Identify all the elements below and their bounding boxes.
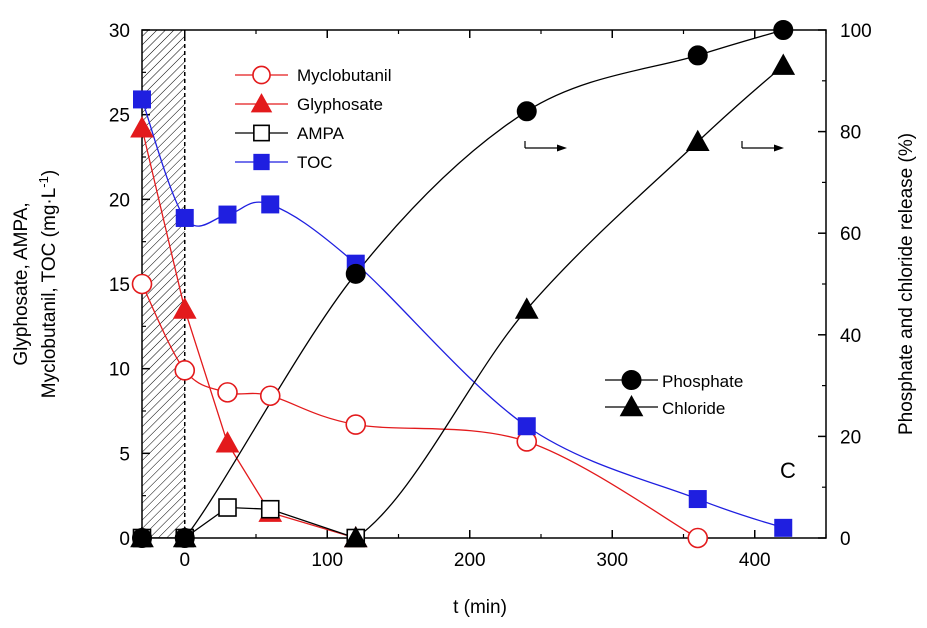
legend-label-phosphate: Phosphate (662, 372, 743, 391)
legend: Myclobutanil Glyphosate AMPA TOC Phosphate Ch… (235, 65, 743, 418)
x-tick-label: 200 (454, 550, 486, 571)
y-left-tick-label: 5 (119, 444, 130, 465)
legend-label-toc: TOC (297, 153, 333, 172)
legend-marker-phosphate (621, 370, 642, 390)
plot-frame (141, 29, 827, 539)
toc-marker (133, 90, 151, 109)
toc-line (142, 99, 784, 529)
x-tick-label: 300 (596, 550, 628, 571)
chloride-marker (514, 297, 539, 319)
chloride-line (142, 65, 784, 538)
y-left-axis-title: Glyphosate, AMPA, (11, 202, 32, 365)
ampa-marker (260, 499, 280, 519)
panel-label: C (780, 458, 796, 483)
y-left-tick-label: 20 (109, 190, 130, 211)
chloride-marker (771, 53, 796, 75)
x-tick-label: 400 (739, 550, 771, 571)
x-tick-label: 0 (179, 550, 190, 571)
axis-arrow-head (557, 144, 567, 152)
phosphate-marker (687, 45, 708, 66)
glyphosate-marker (215, 431, 240, 453)
myclobutanil-marker (174, 360, 196, 381)
phosphate-marker (773, 20, 794, 40)
phosphate-marker (516, 101, 537, 122)
axis-arrows (524, 141, 784, 152)
chloride-marker (343, 525, 368, 548)
phosphate-line (142, 29, 784, 538)
y-left-tick-label: 10 (109, 360, 130, 381)
legend-label-chloride: Chloride (662, 399, 725, 418)
myclobutanil-marker (259, 385, 281, 407)
legend-marker-chloride (619, 394, 644, 417)
y-right-tick-label: 80 (840, 123, 861, 144)
chloride-marker (130, 525, 154, 548)
myclobutanil-marker (217, 382, 238, 403)
y-left-title-main: Myclobutanil, TOC (mg·L (39, 188, 60, 398)
y-left-tick-label: 15 (109, 275, 130, 296)
toc-marker (218, 205, 237, 224)
series-lines (142, 29, 784, 538)
y-right-tick-label: 60 (840, 224, 861, 245)
toc-marker (175, 208, 194, 227)
legend-marker-toc (253, 153, 270, 171)
toc-marker (261, 195, 280, 214)
myclobutanil-marker (345, 414, 367, 435)
y-right-axis-title: Phosphate and chloride release (%) (896, 133, 917, 435)
x-axis-title: t (min) (453, 597, 507, 618)
y-left-tick-label: 0 (119, 529, 130, 550)
chloride-marker (172, 525, 197, 548)
series-markers (130, 20, 796, 549)
x-tick-label: 100 (311, 550, 343, 571)
y-left-tick-label: 30 (109, 21, 130, 42)
legend-label-ampa: AMPA (297, 124, 345, 143)
legend-label-glyphosate: Glyphosate (297, 95, 383, 114)
myclobutanil-marker (687, 527, 709, 549)
y-left-title-line2: Myclobutanil, TOC (mg·L-1) (36, 170, 60, 398)
y-left-axis-title-2: Myclobutanil, TOC (mg·L-1) (36, 170, 60, 398)
y-right-tick-label: 40 (840, 326, 861, 347)
y-left-title-line1: Glyphosate, AMPA, (11, 202, 32, 365)
chloride-marker (685, 129, 710, 152)
y-right-tick-label: 0 (840, 529, 851, 550)
legend-label-myclobutanil: Myclobutanil (297, 66, 392, 85)
y-right-tick-label: 20 (840, 427, 861, 448)
ampa-marker (218, 498, 237, 517)
myclobutanil-marker (131, 273, 153, 295)
glyphosate-marker (130, 116, 154, 138)
legend-marker-myclobutanil (252, 65, 271, 85)
legend-marker-ampa (253, 124, 270, 142)
toc-marker (688, 490, 707, 509)
legend-marker-glyphosate (250, 93, 273, 113)
y-left-title-sup: -1 (36, 176, 51, 188)
glyphosate-marker (172, 297, 197, 319)
phosphate-marker (345, 263, 366, 284)
toc-marker (774, 518, 793, 537)
y-right-tick-label: 100 (840, 21, 872, 42)
y-left-title-end: ) (39, 170, 60, 176)
toc-marker (517, 417, 536, 436)
axis-arrow-head (774, 144, 784, 152)
y-left-tick-label: 25 (109, 106, 130, 127)
y-right-title: Phosphate and chloride release (%) (896, 133, 917, 435)
